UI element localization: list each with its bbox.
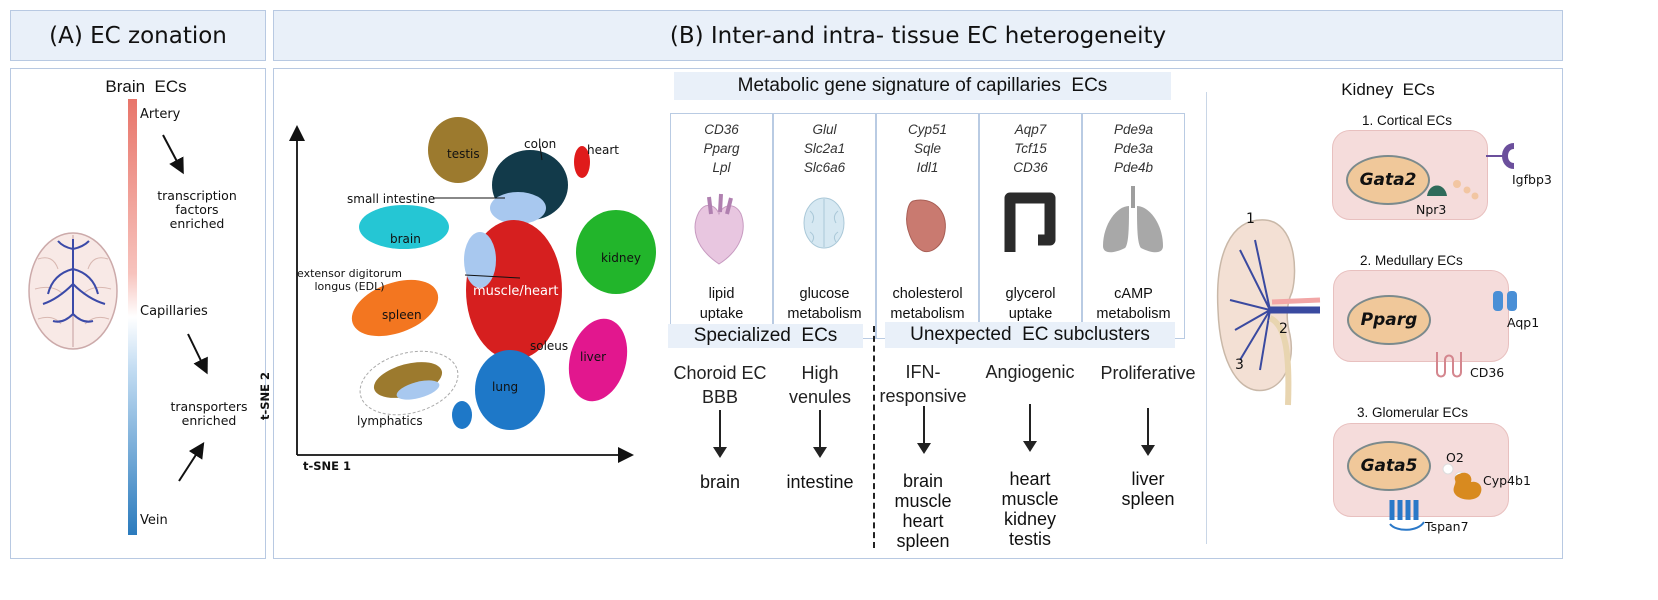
panel-a-header-text: (A) EC zonation <box>49 22 227 49</box>
kidney-separator <box>1206 92 1207 544</box>
kidney-number-2: 2 <box>1279 321 1288 337</box>
label-heart: heart <box>587 143 619 157</box>
subcluster-angiogenic: Angiogenic <box>985 362 1075 382</box>
unexpected-title: Unexpected EC subclusters <box>885 322 1175 348</box>
cluster-heart <box>574 146 590 178</box>
npr3-receptor <box>1427 180 1479 200</box>
igfbp3-label: Igfbp3 <box>1512 172 1552 187</box>
panel-b-header: (B) Inter-and intra- tissue EC heterogen… <box>273 10 1563 61</box>
cluster-testis <box>428 117 488 183</box>
cortical-ecs-title: 1. Cortical ECs <box>1362 113 1453 128</box>
aqp1-label: Aqp1 <box>1507 315 1540 330</box>
tissue-brain-bbb: brain <box>699 472 741 492</box>
vein-label: Vein <box>140 513 168 528</box>
brain-icon <box>803 197 845 249</box>
specialized-title: Specialized ECs <box>668 324 863 348</box>
tspan7-receptor <box>1389 500 1425 531</box>
label-spleen: spleen <box>382 308 422 322</box>
arrow-proliferative <box>1141 408 1155 456</box>
lymphatics-outline <box>359 350 459 416</box>
npr3-label: Npr3 <box>1416 202 1447 217</box>
tissues-ifn: brain muscle heart spleen <box>894 471 952 551</box>
label-soleus: soleus <box>530 339 569 353</box>
igfbp3-receptor <box>1486 143 1515 169</box>
colon-icon <box>1004 192 1056 252</box>
arrow-angiogenic <box>1023 404 1037 452</box>
heart-icon <box>694 193 744 265</box>
label-brain: brain <box>390 232 421 246</box>
kidney-number-1: 1 <box>1246 211 1255 227</box>
label-small-intestine: small intestine <box>347 192 436 206</box>
panel-a-header: (A) EC zonation <box>10 10 266 61</box>
cd36-label: CD36 <box>1470 365 1505 380</box>
medullary-ecs-title: 2. Medullary ECs <box>1360 253 1463 268</box>
zonation-arrows <box>162 134 208 482</box>
tsne-plot <box>288 117 656 464</box>
gata2-nucleus: Gata2 <box>1346 155 1430 205</box>
tf-enriched-text: transcription factors enriched <box>157 188 237 231</box>
tissues-proliferative: liver spleen <box>1121 469 1175 509</box>
gata5-nucleus: Gata5 <box>1347 441 1431 491</box>
pparg-nucleus: Pparg <box>1347 295 1431 345</box>
cluster-liver <box>568 318 628 402</box>
tsne-x-axis-label: t-SNE 1 <box>303 459 352 473</box>
artery-label: Artery <box>140 107 181 122</box>
cd36-receptor <box>1436 352 1462 378</box>
transporters-enriched-text: transporters enriched <box>170 399 248 428</box>
liver-icon <box>906 199 946 253</box>
aqp1-channel <box>1493 291 1517 311</box>
specialized-high-venules: High venules <box>788 363 852 407</box>
panel-a: Brain ECs Artery Capillaries Vein transc… <box>10 68 266 559</box>
lung-icon <box>1103 186 1163 253</box>
metabolic-column-cholesterol: Cyp51 Sqle Idl1 cholesterol metabolism <box>876 113 979 339</box>
kidney-ecs-title: Kidney ECs <box>1341 80 1435 99</box>
arrow-ifn <box>917 406 931 454</box>
metabolic-column-camp: Pde9a Pde3a Pde4b cAMP metabolism <box>1082 113 1185 339</box>
metabolic-column-glucose: Glul Slc2a1 Slc6a6 glucose metabolism <box>773 113 876 339</box>
metabolic-column-lipid: CD36 Pparg Lpl lipid uptake <box>670 113 773 339</box>
label-lung: lung <box>492 380 519 394</box>
arrow-choroid <box>713 410 727 458</box>
brain-illustration <box>28 232 118 350</box>
label-liver: liver <box>580 350 607 364</box>
kidney-illustration <box>1216 219 1321 406</box>
brain-ecs-title: Brain ECs <box>105 77 187 96</box>
tspan7-label: Tspan7 <box>1425 519 1469 534</box>
dashed-divider <box>873 326 875 548</box>
cyp4b1-label: Cyp4b1 <box>1483 473 1531 488</box>
arrow-high-venules <box>813 410 827 458</box>
cluster-brain <box>359 205 449 249</box>
label-muscle-heart: muscle/heart <box>473 284 559 299</box>
cluster-spleen <box>351 279 439 337</box>
kidney-number-3: 3 <box>1235 357 1244 373</box>
o2-label: O2 <box>1446 450 1464 465</box>
label-testis: testis <box>447 147 480 161</box>
label-colon: colon <box>524 137 557 151</box>
metabolic-title: Metabolic gene signature of capillaries … <box>674 72 1171 100</box>
label-lymphatics: lymphatics <box>357 414 423 428</box>
cluster-lung <box>475 350 545 430</box>
tissue-intestine: intestine <box>786 472 854 492</box>
glomerular-ecs-title: 3. Glomerular ECs <box>1357 405 1469 420</box>
specialized-choroid: Choroid EC BBB <box>673 363 767 407</box>
cluster-kidney <box>576 210 656 294</box>
subcluster-proliferative: Proliferative <box>1100 363 1196 383</box>
cyp4b1-enzyme <box>1453 472 1482 500</box>
capillaries-label: Capillaries <box>140 304 208 319</box>
zonation-gradient-bar <box>128 99 137 535</box>
panel-b-header-text: (B) Inter-and intra- tissue EC heterogen… <box>669 22 1167 49</box>
label-edl: extensor digitorum longus (EDL) <box>297 267 402 293</box>
metabolic-column-glycerol: Aqp7 Tcf15 CD36 glycerol uptake <box>979 113 1082 339</box>
label-kidney: kidney <box>601 251 641 265</box>
tissues-angiogenic: heart muscle kidney testis <box>1001 469 1059 549</box>
subcluster-ifn: IFN-responsive <box>879 362 967 406</box>
tsne-y-axis-label: t-SNE 2 <box>258 371 272 420</box>
